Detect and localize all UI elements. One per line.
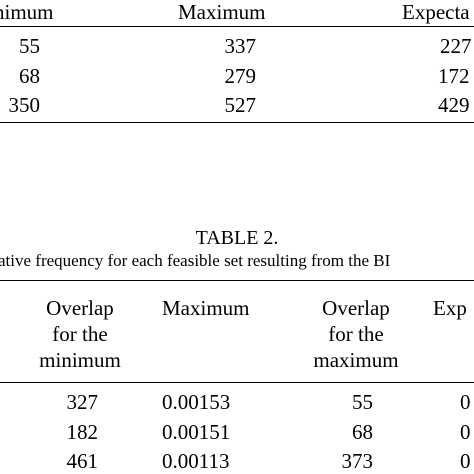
table1-header-minimum: nimum: [0, 0, 54, 24]
table1-bottom-rule: [0, 122, 474, 123]
table-cell: 68: [19, 64, 40, 88]
table1-header-rule: [0, 26, 474, 27]
table-cell: 172: [438, 64, 470, 88]
table-cell: 373: [341, 449, 374, 473]
table-cell: 527: [224, 93, 257, 117]
table-cell: 0.00151: [162, 420, 231, 444]
table2-header-expectation: Exp: [433, 296, 467, 320]
table2-header-overlap-min-line2: for the: [52, 322, 108, 346]
table2-top-rule: [0, 280, 474, 281]
table2-header-overlap-max-line1: Overlap: [322, 296, 390, 320]
table-cell: 182: [66, 420, 99, 444]
table-cell: 429: [438, 93, 470, 117]
table-cell: 279: [224, 64, 257, 88]
table-cell: 68: [352, 420, 373, 444]
table-cell: 55: [19, 34, 40, 58]
table-cell: 227: [440, 34, 472, 58]
table-cell: 0: [460, 390, 471, 414]
table2-header-maximum: Maximum: [162, 296, 250, 320]
table2-header-rule: [0, 382, 474, 383]
table2-caption: ative frequency for each feasible set re…: [0, 251, 391, 270]
table2-header-overlap-min-line3: minimum: [39, 348, 121, 372]
table-cell: 0: [460, 449, 471, 473]
table2-header-overlap-max-line3: maximum: [313, 348, 399, 372]
table2-label: TABLE 2.: [195, 227, 279, 249]
table1-header-expectation: Expecta: [402, 0, 470, 24]
table-cell: 0.00153: [162, 390, 231, 414]
table-cell: 0.00113: [162, 449, 230, 473]
table-cell: 55: [352, 390, 373, 414]
table-cell: 461: [66, 449, 99, 473]
table-cell: 337: [224, 34, 257, 58]
table2-header-overlap-max-line2: for the: [328, 322, 384, 346]
table-cell: 0: [460, 420, 471, 444]
table1-header-maximum: Maximum: [178, 0, 266, 24]
table-cell: 327: [66, 390, 99, 414]
table-cell: 350: [8, 93, 41, 117]
table2-header-overlap-min-line1: Overlap: [46, 296, 114, 320]
